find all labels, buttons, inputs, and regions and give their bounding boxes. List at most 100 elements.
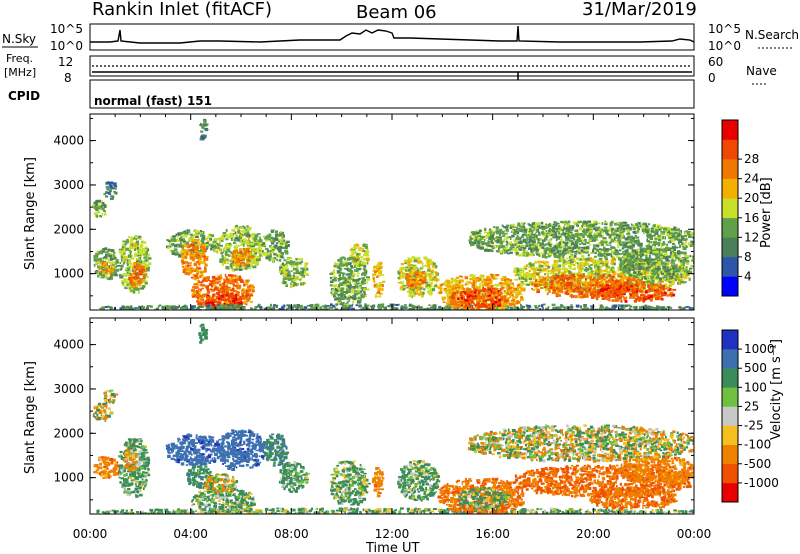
power-cell [209,280,213,283]
power-cell [340,292,344,295]
power-cell [632,231,637,234]
power-cell [380,274,385,276]
power-cell [237,252,242,254]
power-cell [352,296,354,300]
power-cell [354,285,359,288]
power-cell [206,276,210,279]
power-cell [129,274,132,277]
power-cell [182,246,185,249]
power-cell [434,284,438,287]
power-cell [133,287,136,291]
power-cell [119,268,122,271]
power-cell [398,272,401,275]
power-cell [133,265,136,269]
power-cell [202,255,206,258]
power-cell [560,304,563,307]
power-cell [188,238,192,241]
power-cell [171,243,175,247]
power-cell [139,237,142,240]
power-cell [415,271,419,274]
power-cell [645,225,649,228]
power-cell [329,306,332,309]
power-cell [225,253,230,256]
power-cell [181,306,186,308]
power-cell [239,237,242,240]
power-cell [230,295,233,299]
power-cell [252,265,257,269]
power-cell [224,301,227,304]
power-cell [540,227,543,230]
power-cell [454,305,458,307]
power-cell [224,286,227,289]
power-cell [377,305,381,309]
power-cell [421,294,424,298]
power-cell [547,305,550,308]
power-cell [497,294,502,297]
power-cell [325,308,328,310]
power-cell [110,276,113,280]
power-cell [364,294,367,298]
power-cell [301,275,304,279]
power-cell [482,278,486,281]
power-cell [554,231,557,235]
power-cell [493,300,498,304]
power-cell [621,241,625,244]
power-cell [138,269,142,273]
power-cell [282,277,285,281]
power-cell [564,306,566,309]
power-cell [505,226,509,229]
power-cell [519,284,524,287]
power-cell [183,244,187,247]
power-cell [303,306,308,310]
power-cell [201,274,204,277]
power-cell [220,298,225,302]
power-cell [475,305,478,309]
power-cell [447,307,452,310]
power-cell [432,288,436,292]
power-cell [469,236,472,239]
power-cell [229,234,232,238]
power-cell [539,238,543,241]
power-cell [581,222,586,226]
power-cell [372,269,376,271]
power-cell [351,276,355,279]
power-cell [264,236,269,240]
power-cell [286,261,290,264]
power-cell [575,304,580,308]
power-cell [275,306,278,309]
power-cell [120,265,124,268]
power-cell [108,265,111,269]
power-cell [503,251,506,254]
power-cell [262,235,265,238]
power-cell [203,124,208,127]
power-cell [202,249,207,252]
power-cell [235,284,240,288]
power-cell [186,232,189,235]
power-cell [501,307,505,310]
power-cell [582,243,587,246]
power-cells [92,118,694,310]
power-cell [446,303,450,306]
power-cell [357,257,360,261]
power-cell [109,254,113,258]
power-cell [466,292,469,295]
power-cell [280,246,284,249]
power-cell [452,288,454,290]
power-cell [515,253,519,256]
power-cell [281,264,285,268]
power-cell [685,306,690,308]
power-cell [184,230,186,233]
power-cell [145,264,150,266]
power-cell [523,231,527,234]
power-cell [239,234,242,237]
power-cell [234,278,237,282]
power-cell [355,244,360,247]
power-cell [288,273,292,276]
power-cell [190,307,194,310]
power-cell [191,295,196,298]
power-cell [247,250,251,254]
power-cell [682,245,685,248]
power-cell [407,263,412,267]
power-cell [207,236,209,239]
power-cell [372,278,375,282]
